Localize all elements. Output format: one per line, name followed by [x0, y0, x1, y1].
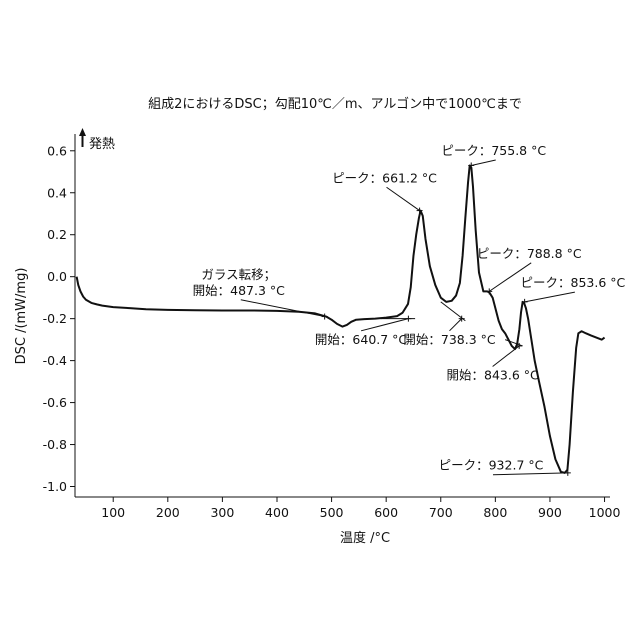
dsc-series — [77, 165, 605, 472]
x-tick-label: 600 — [374, 505, 398, 520]
annotation-leader — [241, 300, 325, 317]
annotation-label: 開始：738.3 °C — [403, 332, 496, 347]
x-tick-label: 900 — [538, 505, 562, 520]
annotation-label: ピーク：755.8 °C — [441, 143, 546, 158]
annotation-leader — [525, 292, 575, 302]
annotation-label: 開始：487.3 °C — [193, 283, 286, 298]
annotation-label: 開始：843.6 °C — [447, 367, 540, 382]
annotation-leader — [493, 346, 520, 367]
annotation-label: ピーク：932.7 °C — [439, 458, 544, 473]
annotations: ガラス転移；開始：487.3 °C ピーク：661.2 °C ピーク：755.8 °… — [193, 143, 626, 476]
dsc-curve — [77, 165, 605, 472]
annotation-leader — [387, 187, 420, 210]
y-tick-label: -1.0 — [43, 479, 67, 494]
annotation-leader — [471, 160, 495, 165]
x-tick-label: 500 — [320, 505, 344, 520]
annotation-label: ピーク：788.8 °C — [477, 246, 582, 261]
annotation-leader — [361, 319, 408, 331]
x-tick-label: 700 — [429, 505, 453, 520]
exo-label: 発熱 — [89, 137, 115, 152]
x-tick-label: 1000 — [589, 505, 621, 520]
x-tick-label: 100 — [101, 505, 125, 520]
y-tick-label: -0.6 — [43, 395, 67, 410]
y-tick-label: 0.6 — [47, 143, 67, 158]
x-axis-ticks: 100 200 300 400 500 600 700 800 900 1000 — [101, 497, 620, 520]
annotation-label: ピーク：853.6 °C — [521, 275, 626, 290]
x-tick-label: 300 — [210, 505, 234, 520]
annotation-label: ピーク：661.2 °C — [332, 170, 437, 185]
annotation-label: ガラス転移； — [201, 267, 276, 282]
exo-indicator: 発熱 — [79, 128, 115, 152]
y-tick-label: 0.2 — [47, 227, 67, 242]
chart-title: 組成2におけるDSC；勾配10℃／m、アルゴン中で1000℃まで — [148, 96, 522, 112]
y-tick-label: 0.4 — [47, 185, 67, 200]
x-tick-label: 400 — [265, 505, 289, 520]
y-tick-label: -0.8 — [43, 437, 67, 452]
x-tick-label: 200 — [156, 505, 180, 520]
x-tick-label: 800 — [483, 505, 507, 520]
onset-baseline — [505, 340, 522, 346]
y-tick-label: 0.0 — [47, 269, 67, 284]
y-axis-label: DSC /(mW/mg) — [14, 268, 29, 365]
y-tick-label: -0.2 — [43, 311, 67, 326]
annotation-leader — [450, 319, 462, 331]
y-axis-ticks: 0.6 0.4 0.2 0.0 -0.2 -0.4 -0.6 -0.8 -1.0 — [43, 143, 75, 494]
annotation-leader — [493, 473, 568, 475]
x-axis-label: 温度 /°C — [340, 530, 390, 546]
y-tick-label: -0.4 — [43, 353, 67, 368]
annotation-label: 開始：640.7 °C — [315, 332, 408, 347]
